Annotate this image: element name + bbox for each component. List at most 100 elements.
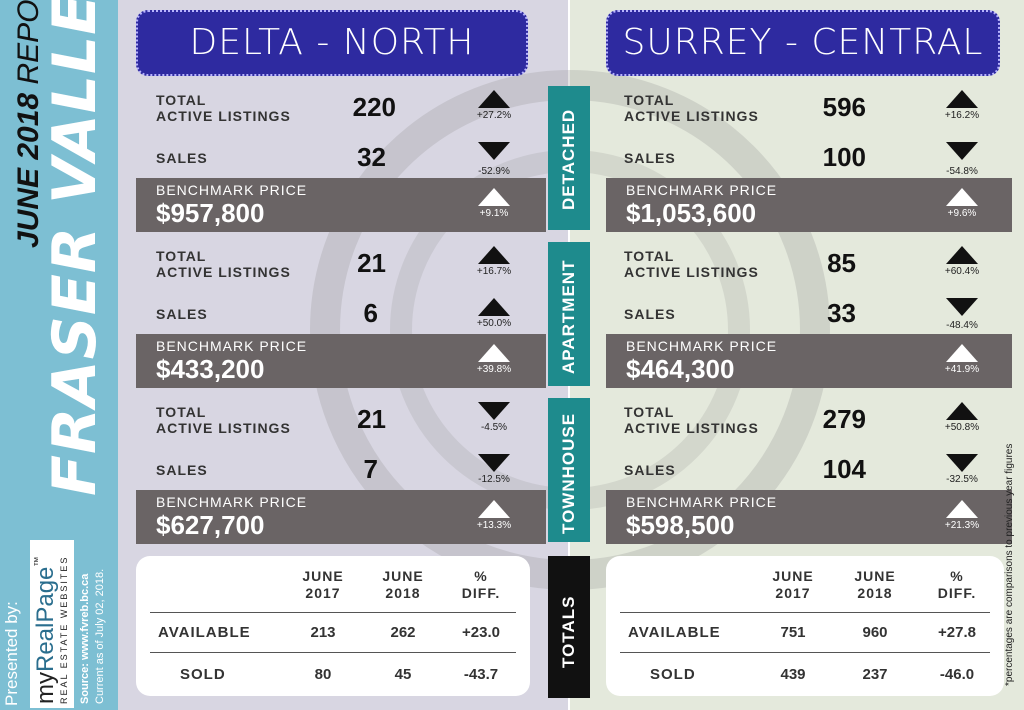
- listings-label: TOTAL ACTIVE LISTINGS: [624, 404, 759, 436]
- benchmark-label: BENCHMARK PRICE: [156, 182, 308, 198]
- sales-pct: +50.0%: [476, 318, 512, 329]
- benchmark-pct: +39.8%: [476, 364, 512, 375]
- row-label-sold: SOLD: [180, 666, 226, 683]
- benchmark-pct: +9.6%: [947, 208, 977, 219]
- sales-pct: -32.5%: [946, 474, 978, 485]
- sales-value: 33: [827, 298, 856, 328]
- benchmark-value: $1,053,600: [626, 198, 757, 228]
- col-header-diff: % DIFF.: [937, 568, 977, 601]
- col-header-diff: % DIFF.: [461, 568, 501, 601]
- benchmark-value: $598,500: [626, 510, 735, 540]
- totals-table-left: JUNE 2017 JUNE 2018 % DIFF. AVAILABLE 213 2…: [136, 556, 530, 696]
- brand-tagline: REAL ESTATE WEBSITES: [59, 555, 69, 704]
- col-header-2017: JUNE 2017: [772, 568, 814, 601]
- arrow-up-icon: [478, 344, 510, 362]
- listings-value: 596: [822, 92, 866, 122]
- arrow-up-icon: [478, 298, 510, 316]
- table-cell: -43.7: [463, 666, 499, 683]
- category-detached: DETACHED: [548, 86, 590, 230]
- benchmark-label: BENCHMARK PRICE: [626, 338, 778, 354]
- table-cell: 751: [780, 624, 806, 641]
- benchmark-box: BENCHMARK PRICE $464,300 +41.9%: [606, 334, 1012, 388]
- benchmark-label: BENCHMARK PRICE: [156, 338, 308, 354]
- listings-value: 220: [352, 92, 396, 122]
- benchmark-label: BENCHMARK PRICE: [626, 494, 778, 510]
- sales-label: SALES: [156, 462, 208, 478]
- sales-label: SALES: [624, 462, 676, 478]
- row-label-available: AVAILABLE: [628, 624, 721, 641]
- sales-value: 7: [363, 454, 378, 484]
- arrow-up-icon: [946, 90, 978, 108]
- benchmark-value: $433,200: [156, 354, 265, 384]
- listings-pct: +50.8%: [944, 422, 980, 433]
- category-totals-label: TOTALS: [559, 595, 578, 668]
- arrow-up-icon: [478, 90, 510, 108]
- source-info: Source: www.fvreb.bc.ca Current as of Ju…: [78, 569, 108, 704]
- region-title-left: DELTA - NORTH: [136, 10, 528, 76]
- category-townhouse: TOWNHOUSE: [548, 398, 590, 542]
- row-label-sold: SOLD: [650, 666, 696, 683]
- listings-pct: +27.2%: [476, 110, 512, 121]
- brand-tm: ™: [33, 556, 44, 567]
- sales-pct: -48.4%: [946, 320, 978, 331]
- benchmark-pct: +21.3%: [944, 520, 980, 531]
- footnote: *percentages are comparisons to previous…: [1004, 443, 1015, 686]
- sales-label: SALES: [156, 306, 208, 322]
- sales-value: 6: [363, 298, 378, 328]
- current-as-of: Current as of July 02, 2018.: [94, 568, 106, 704]
- table-cell: 960: [862, 624, 888, 641]
- arrow-down-icon: [946, 298, 978, 316]
- listings-value: 21: [357, 248, 386, 278]
- category-apartment-label: APARTMENT: [559, 259, 578, 374]
- benchmark-pct: +41.9%: [944, 364, 980, 375]
- sales-value: 104: [822, 454, 866, 484]
- brand-logo-box: [30, 540, 74, 708]
- brand-logo: myRealPage™ REAL ESTATE WEBSITES: [32, 555, 69, 704]
- arrow-up-icon: [946, 402, 978, 420]
- sales-label: SALES: [624, 306, 676, 322]
- arrow-up-icon: [946, 500, 978, 518]
- col-header-2017: JUNE 2017: [302, 568, 344, 601]
- benchmark-label: BENCHMARK PRICE: [626, 182, 778, 198]
- arrow-down-icon: [946, 454, 978, 472]
- arrow-up-icon: [946, 246, 978, 264]
- sales-pct: -54.8%: [946, 166, 978, 177]
- category-detached-label: DETACHED: [559, 108, 578, 210]
- listings-label: TOTAL ACTIVE LISTINGS: [156, 92, 291, 124]
- arrow-down-icon: [478, 454, 510, 472]
- totals-table-right: JUNE 2017 JUNE 2018 % DIFF. AVAILABLE 751 9…: [606, 556, 1004, 696]
- benchmark-box: BENCHMARK PRICE $598,500 +21.3%: [606, 490, 1012, 544]
- benchmark-pct: +9.1%: [479, 208, 509, 219]
- benchmark-box: BENCHMARK PRICE $433,200 +39.8%: [136, 334, 546, 388]
- listings-label: TOTAL ACTIVE LISTINGS: [156, 404, 291, 436]
- benchmark-pct: +13.3%: [476, 520, 512, 531]
- table-cell: 213: [310, 624, 336, 641]
- benchmark-value: $957,800: [156, 198, 265, 228]
- table-cell: 45: [394, 666, 412, 683]
- table-cell: 237: [862, 666, 888, 683]
- sales-pct: -52.9%: [478, 166, 510, 177]
- presented-by: Presented by:: [2, 601, 21, 706]
- benchmark-box: BENCHMARK PRICE $1,053,600 +9.6%: [606, 178, 1012, 232]
- listings-label: TOTAL ACTIVE LISTINGS: [156, 248, 291, 280]
- listings-pct: +16.7%: [476, 266, 512, 277]
- category-totals: TOTALS: [548, 556, 590, 698]
- sales-label: SALES: [156, 150, 208, 166]
- arrow-down-icon: [946, 142, 978, 160]
- brand-my: my: [32, 672, 59, 704]
- brand-realpage: RealPage: [32, 566, 59, 672]
- arrow-up-icon: [478, 246, 510, 264]
- category-apartment: APARTMENT: [548, 242, 590, 386]
- source-url: Source: www.fvreb.bc.ca: [79, 573, 91, 704]
- benchmark-label: BENCHMARK PRICE: [156, 494, 308, 510]
- benchmark-box: BENCHMARK PRICE $627,700 +13.3%: [136, 490, 546, 544]
- listings-pct: -4.5%: [480, 422, 508, 433]
- benchmark-value: $627,700: [156, 510, 265, 540]
- arrow-up-icon: [478, 500, 510, 518]
- table-cell: 80: [314, 666, 332, 683]
- sales-pct: -12.5%: [478, 474, 510, 485]
- listings-value: 21: [357, 404, 386, 434]
- divider: [150, 652, 516, 653]
- row-label-available: AVAILABLE: [158, 624, 251, 641]
